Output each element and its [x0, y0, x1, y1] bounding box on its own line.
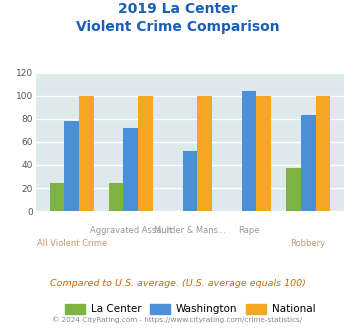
Bar [197, 96, 212, 211]
Bar [286, 168, 301, 211]
Bar [79, 96, 94, 211]
Bar [256, 96, 271, 211]
Legend: La Center, Washington, National: La Center, Washington, National [60, 300, 320, 318]
Text: Murder & Mans...: Murder & Mans... [154, 226, 226, 236]
Bar [301, 115, 316, 211]
Bar [138, 96, 153, 211]
Text: All Violent Crime: All Violent Crime [37, 239, 107, 248]
Bar [64, 121, 79, 211]
Text: 2019 La Center: 2019 La Center [118, 2, 237, 16]
Text: Violent Crime Comparison: Violent Crime Comparison [76, 20, 279, 34]
Text: Compared to U.S. average. (U.S. average equals 100): Compared to U.S. average. (U.S. average … [50, 279, 305, 288]
Bar [124, 128, 138, 211]
Text: Rape: Rape [238, 226, 260, 236]
Bar [242, 91, 256, 211]
Bar [316, 96, 330, 211]
Bar [109, 183, 124, 211]
Bar [50, 183, 64, 211]
Text: Robbery: Robbery [291, 239, 326, 248]
Text: © 2024 CityRating.com - https://www.cityrating.com/crime-statistics/: © 2024 CityRating.com - https://www.city… [53, 317, 302, 323]
Text: Aggravated Assault: Aggravated Assault [89, 226, 172, 236]
Bar [182, 151, 197, 211]
